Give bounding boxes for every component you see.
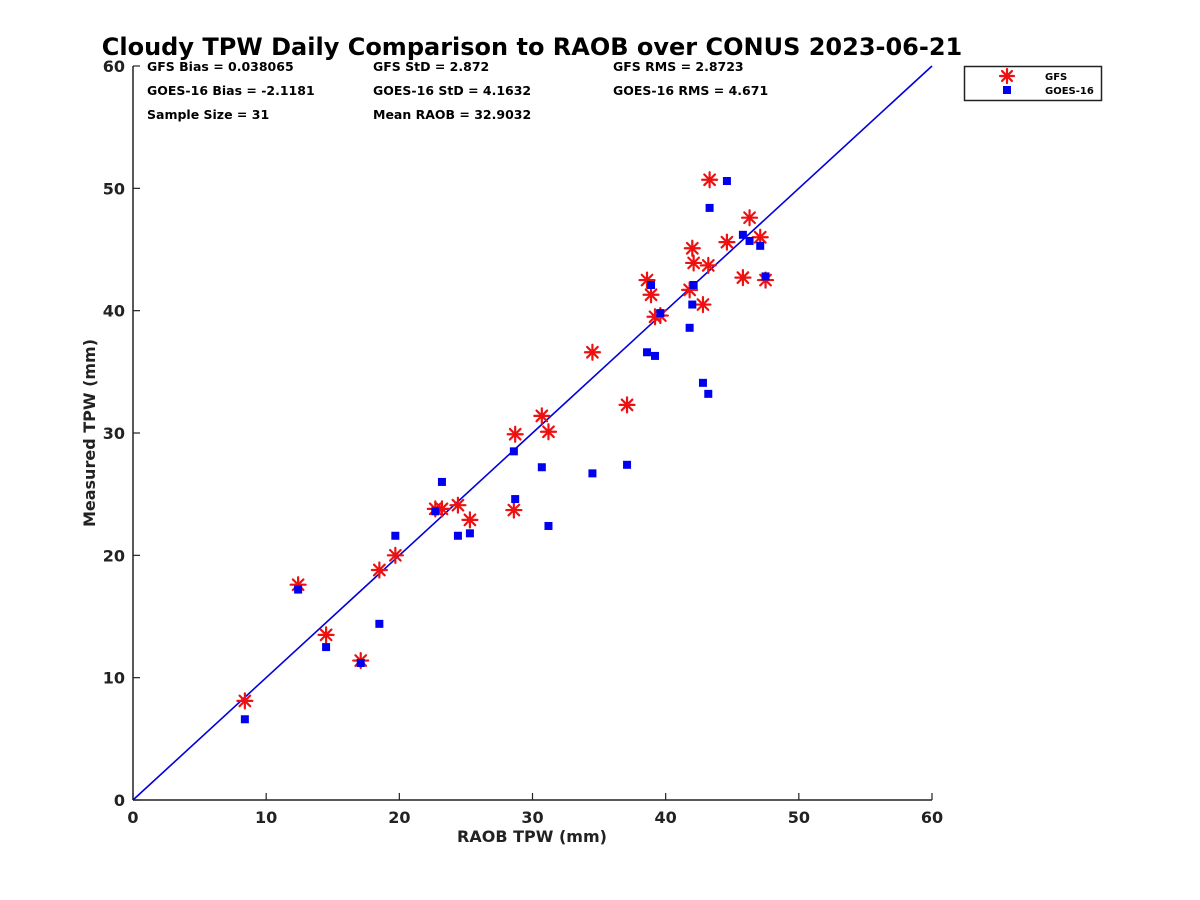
gfs-point [699, 256, 717, 275]
stat-annotation: GFS StD = 2.872 [373, 59, 489, 74]
y-tick-label: 0 [114, 791, 125, 810]
gfs-point [506, 425, 524, 443]
goes16-point [544, 521, 553, 530]
goes16-point [722, 176, 731, 185]
goes16-point [294, 585, 303, 594]
legend: GFS GOES-16 [963, 65, 1103, 102]
x-tick-label: 30 [521, 808, 543, 827]
goes16-point [698, 378, 707, 387]
goes16-point [651, 351, 660, 360]
goes16-point [537, 463, 546, 472]
gfs-point [583, 343, 602, 361]
gfs-point [701, 171, 719, 189]
goes16-point [738, 230, 747, 239]
y-axis-label: Measured TPW (mm) [80, 339, 99, 527]
x-tick-label: 40 [655, 808, 677, 827]
goes16-point [356, 658, 365, 667]
gfs-point [740, 209, 759, 227]
goes16-point [756, 241, 765, 250]
goes16-point [761, 272, 770, 281]
goes16-point [511, 495, 520, 504]
y-tick-label: 50 [103, 179, 125, 198]
goes16-point [437, 477, 446, 486]
legend-entries: GFS GOES-16 [998, 67, 1094, 97]
stat-annotation: GFS RMS = 2.8723 [613, 59, 744, 74]
goes16-point [704, 389, 713, 398]
series-gfs [236, 171, 775, 710]
gfs-point [236, 692, 254, 710]
gfs-point [505, 501, 523, 519]
x-tick-label: 60 [921, 808, 943, 827]
gfs-point [683, 239, 701, 257]
x-tick-label: 0 [127, 808, 138, 827]
stat-annotation: Mean RAOB = 32.9032 [373, 107, 531, 122]
goes16-point [431, 507, 440, 516]
goes16-point [705, 203, 714, 212]
goes16-point [647, 280, 656, 289]
x-tick-label: 10 [255, 808, 277, 827]
stat-annotation: GOES-16 StD = 4.1632 [373, 83, 531, 98]
gfs-point [685, 254, 703, 272]
goes16-point [745, 236, 754, 245]
legend-label: GOES-16 [1045, 86, 1094, 97]
x-axis-label: RAOB TPW (mm) [457, 827, 607, 846]
goes16-point [643, 348, 652, 357]
statistics-annotations: GFS Bias = 0.038065 GFS StD = 2.872 GFS RM… [147, 59, 768, 122]
chart-title: Cloudy TPW Daily Comparison to RAOB over… [102, 33, 962, 61]
legend-box [963, 65, 1103, 102]
y-tick-label: 10 [103, 669, 125, 688]
gfs-point [694, 295, 712, 314]
gfs-point [734, 269, 752, 287]
goes16-point [375, 619, 384, 628]
goes16-point [391, 531, 400, 540]
legend-marker-goes16 [1003, 86, 1011, 94]
series-goes-16 [240, 176, 770, 724]
legend-marker-gfs [998, 67, 1016, 85]
y-tick-label: 20 [103, 546, 125, 565]
gfs-point [370, 561, 388, 579]
goes16-point [465, 529, 474, 538]
stat-annotation: Sample Size = 31 [147, 107, 269, 122]
legend-label: GFS [1045, 72, 1067, 83]
y-tick-label: 40 [103, 302, 125, 321]
goes16-point [453, 531, 462, 540]
plot-area: 0 10 20 30 40 50 60 0 10 20 30 40 50 60 [103, 57, 943, 827]
gfs-point [317, 626, 335, 644]
stat-annotation: GFS Bias = 0.038065 [147, 59, 294, 74]
gfs-point [642, 286, 660, 304]
goes16-point [688, 300, 697, 309]
x-tick-label: 50 [788, 808, 810, 827]
gfs-point [533, 407, 551, 425]
goes16-point [685, 323, 694, 332]
goes16-point [656, 309, 665, 318]
goes16-point [689, 280, 698, 289]
goes16-point [240, 715, 249, 724]
stat-annotation: GOES-16 RMS = 4.671 [613, 83, 768, 98]
gfs-point [618, 396, 636, 414]
goes16-point [623, 460, 632, 469]
goes16-point [588, 469, 597, 478]
gfs-point [539, 423, 558, 441]
stat-annotation: GOES-16 Bias = -2.1181 [147, 83, 315, 98]
gfs-point [386, 546, 404, 564]
y-tick-label: 60 [103, 57, 125, 76]
one-to-one-line [132, 65, 933, 801]
gfs-point [718, 233, 736, 251]
gfs-point [449, 496, 467, 514]
goes16-point [509, 447, 518, 456]
goes16-point [322, 643, 331, 652]
gfs-point [461, 511, 479, 529]
x-tick-label: 20 [388, 808, 410, 827]
y-tick-label: 30 [103, 424, 125, 443]
